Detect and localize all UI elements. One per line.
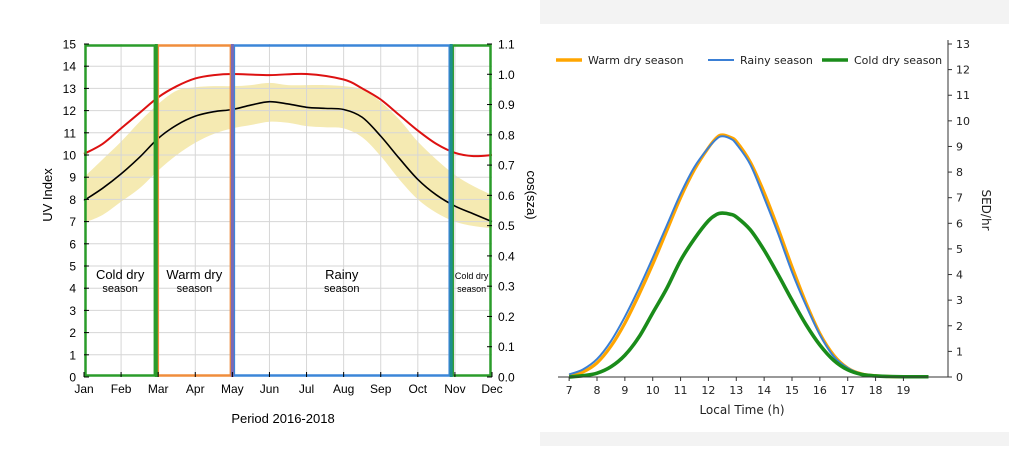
y-tick-label-left-12: 12	[63, 104, 77, 118]
season-label-0-line2: season	[102, 283, 137, 295]
x-tick-label-aug: Aug	[333, 382, 354, 396]
y-axis-label-left: UV Index	[40, 168, 55, 222]
y-tick-label-left-3: 3	[69, 304, 76, 318]
x-tick-label-9: 9	[621, 384, 628, 397]
season-boxes-layer	[84, 44, 492, 377]
axes-layer: 01234567891011121314150.00.10.20.30.40.5…	[63, 38, 515, 397]
legend: Warm dry season Rainy season Cold dry seas…	[556, 54, 942, 67]
y-tick-label-5: 5	[956, 243, 963, 256]
x-tick-label-nov: Nov	[444, 382, 465, 396]
y-tick-label-12: 12	[956, 64, 970, 77]
y-tick-label-left-7: 7	[69, 215, 76, 229]
y-tick-label-0: 0	[956, 371, 963, 384]
series-layer	[83, 72, 493, 223]
x-tick-label-jan: Jan	[74, 382, 93, 396]
y-tick-label-left-8: 8	[69, 193, 76, 207]
y-tick-label-right-0-1: 0.1	[498, 340, 515, 354]
x-tick-label-oct: Oct	[408, 382, 427, 396]
y-tick-label-left-0: 0	[69, 371, 76, 385]
y-tick-label-right-0-3: 0.3	[498, 280, 515, 294]
season-label-3-line2: season	[457, 284, 486, 294]
x-tick-label-14: 14	[757, 384, 771, 397]
y-axis-label: SED/hr	[979, 189, 993, 230]
x-tick-label-18: 18	[869, 384, 883, 397]
cold-dry-season-line	[568, 211, 929, 379]
x-tick-label-15: 15	[785, 384, 799, 397]
uv-index-chart-panel: 0 1 2 3 4 5 6 7 8 9 10 11 12 13 14 15 0.0 0.1 0.2 0.3 0.4 0.5…	[40, 38, 539, 427]
y-tick-label-left-4: 4	[69, 282, 76, 296]
x-tick-label-19: 19	[896, 384, 910, 397]
x-axis-label: Period 2016-2018	[231, 411, 334, 426]
axes-layer: 7 8 9 10 11 12 13 14 15 16 17 18 1901234567891011121…	[558, 38, 970, 397]
season-label-2-line2: season	[324, 283, 359, 295]
y-tick-label-8: 8	[956, 166, 963, 179]
x-tick-label-11: 11	[674, 384, 688, 397]
x-tick-label-may: May	[221, 382, 244, 396]
y-tick-label-9: 9	[956, 140, 963, 153]
y-tick-label-left-9: 9	[69, 171, 76, 185]
x-tick-label-16: 16	[813, 384, 827, 397]
uv-index-chart: 01234567891011121314150.00.10.20.30.40.5…	[40, 38, 539, 427]
y-tick-label-right-0-4: 0.4	[498, 249, 515, 263]
y-tick-label-11: 11	[956, 89, 970, 102]
x-axis-label: Local Time (h)	[699, 403, 784, 417]
y-tick-label-left-15: 15	[63, 38, 77, 52]
y-tick-label-left-2: 2	[69, 326, 76, 340]
y-tick-label-right-0-7: 0.7	[498, 159, 515, 173]
y-tick-label-1: 1	[956, 345, 963, 358]
x-tick-label-jun: Jun	[260, 382, 279, 396]
y-tick-label-right-0-9: 0.9	[498, 98, 515, 112]
legend-label-cold-dry-season: Cold dry season	[854, 54, 942, 67]
season-label-3-line1: Cold dry	[455, 271, 489, 281]
y-tick-label-left-5: 5	[69, 260, 76, 274]
y-tick-label-13: 13	[956, 38, 970, 51]
cos-sza-line	[83, 72, 493, 158]
x-tick-label-17: 17	[841, 384, 855, 397]
uv-index-mean-line	[83, 100, 493, 223]
y-tick-label-left-6: 6	[69, 237, 76, 251]
legend-label-warm-dry-season: Warm dry season	[588, 54, 684, 67]
y-tick-label-3: 3	[956, 294, 963, 307]
y-tick-label-6: 6	[956, 217, 963, 230]
y-tick-label-left-14: 14	[63, 60, 77, 74]
season-label-1-line2: season	[177, 283, 212, 295]
grid-layer	[84, 44, 492, 377]
series-layer	[568, 133, 929, 379]
x-tick-label-dec: Dec	[481, 382, 502, 396]
y-tick-label-10: 10	[956, 115, 970, 128]
x-tick-label-mar: Mar	[148, 382, 169, 396]
legend-label-rainy-season: Rainy season	[740, 54, 813, 67]
y-tick-label-2: 2	[956, 320, 963, 333]
x-tick-label-8: 8	[594, 384, 601, 397]
x-tick-label-12: 12	[701, 384, 715, 397]
y-tick-label-7: 7	[956, 192, 963, 205]
sed-chart-panel: 7 8 9 10 11 12 13 14 15 16 17 18 19 0 1 2 3 4 5 6 7 8 9 10 11 12 1…	[540, 0, 1009, 446]
x-tick-label-apr: Apr	[186, 382, 205, 396]
y-tick-label-right-1-1: 1.1	[498, 38, 515, 52]
y-tick-label-right-0-5: 0.5	[498, 219, 515, 233]
season-label-1-line1: Warm dry	[166, 267, 222, 282]
y-axis-label-right: cos(sza)	[524, 170, 539, 219]
y-tick-label-4: 4	[956, 269, 963, 282]
x-tick-label-feb: Feb	[111, 382, 132, 396]
y-tick-label-right-1-0: 1.0	[498, 68, 515, 82]
season-label-2-line1: Rainy	[325, 267, 359, 282]
sed-chart: 7 8 9 10 11 12 13 14 15 16 17 18 1901234567891011121…	[540, 24, 1009, 432]
y-tick-label-left-10: 10	[63, 149, 77, 163]
y-tick-label-right-0-8: 0.8	[498, 128, 515, 142]
y-tick-label-left-11: 11	[64, 126, 77, 140]
x-tick-label-sep: Sep	[370, 382, 392, 396]
x-tick-label-10: 10	[646, 384, 660, 397]
y-tick-label-left-13: 13	[63, 82, 77, 96]
y-tick-label-right-0-6: 0.6	[498, 189, 515, 203]
plot-background	[540, 24, 1009, 432]
x-tick-label-7: 7	[566, 384, 573, 397]
y-tick-label-right-0-2: 0.2	[498, 310, 515, 324]
season-label-0-line1: Cold dry	[96, 267, 145, 282]
y-tick-label-right-0-0: 0.0	[498, 371, 515, 385]
y-tick-label-left-1: 1	[69, 348, 76, 362]
x-tick-label-jul: Jul	[299, 382, 314, 396]
x-tick-label-13: 13	[729, 384, 743, 397]
